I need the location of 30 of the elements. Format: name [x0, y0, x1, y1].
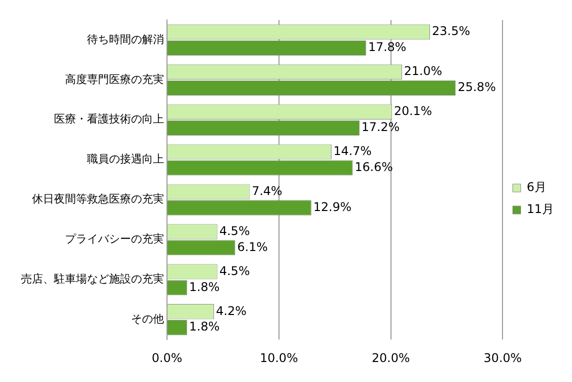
- data-label: 16.6%: [354, 160, 393, 174]
- data-label: 4.5%: [219, 264, 250, 278]
- data-label: 4.5%: [219, 224, 250, 238]
- data-label: 7.4%: [252, 184, 282, 198]
- y-tick-label: 職員の接遇向上: [87, 152, 164, 166]
- data-label: 4.2%: [216, 304, 246, 318]
- data-label: 25.8%: [458, 80, 496, 94]
- x-tick-label: 10.0%: [260, 350, 298, 365]
- x-tick-label: 20.0%: [372, 350, 410, 365]
- y-tick-label: 医療・看護技術の向上: [54, 112, 164, 126]
- y-tick-label: 休日夜間等救急医療の充実: [32, 192, 164, 206]
- y-tick-label: 売店、駐車場など施設の充実: [21, 272, 164, 286]
- data-label: 12.9%: [313, 200, 352, 214]
- legend-label: 6月: [526, 180, 546, 194]
- data-label: 17.2%: [361, 120, 400, 134]
- data-label: 21.0%: [404, 64, 442, 78]
- data-label: 1.8%: [189, 280, 220, 294]
- y-tick-label: 待ち時間の解消: [87, 32, 164, 46]
- data-label: 1.8%: [189, 320, 220, 334]
- data-label: 6.1%: [237, 240, 268, 254]
- data-label: 14.7%: [334, 144, 372, 158]
- data-label: 17.8%: [368, 40, 406, 54]
- y-tick-label: プライバシーの充実: [65, 232, 164, 246]
- x-tick-label: 0.0%: [152, 350, 182, 365]
- y-tick-label: その他: [131, 312, 164, 326]
- data-label: 23.5%: [432, 24, 470, 38]
- legend-label: 11月: [526, 202, 554, 216]
- y-tick-label: 高度専門医療の充実: [65, 72, 164, 86]
- data-label: 20.1%: [394, 104, 432, 118]
- x-tick-label: 30.0%: [484, 350, 522, 365]
